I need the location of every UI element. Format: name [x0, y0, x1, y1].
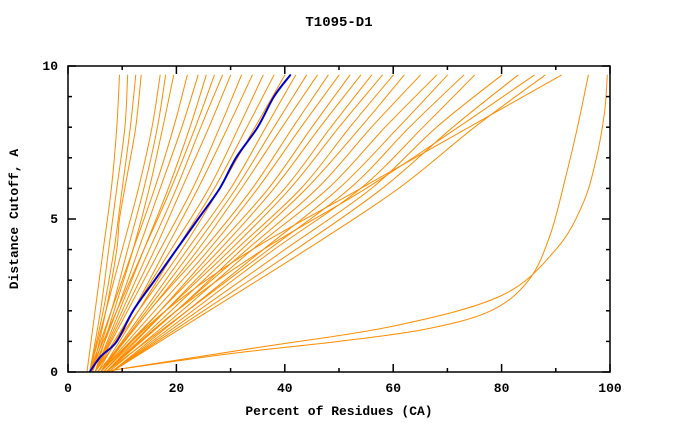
x-tick-label: 40 — [277, 381, 293, 396]
y-tick-label: 10 — [42, 59, 58, 74]
model-curve — [86, 74, 120, 372]
model-curve — [110, 74, 503, 372]
model-curve — [100, 74, 329, 372]
model-curve — [105, 74, 405, 372]
model-curve — [89, 74, 129, 372]
model-curve — [94, 74, 286, 372]
model-curve — [94, 74, 207, 372]
model-curve — [105, 74, 535, 372]
x-tick-label: 80 — [494, 381, 510, 396]
model-curve — [89, 74, 215, 372]
axes-layer: 0 20 40 60 80 100 0 5 10 — [42, 59, 622, 396]
model-curve — [94, 74, 175, 372]
model-curve — [100, 74, 340, 372]
model-curve — [100, 74, 307, 372]
y-tick-label: 0 — [50, 365, 58, 380]
model-curve — [89, 74, 188, 372]
x-tick-label: 100 — [598, 381, 622, 396]
model-curve — [100, 74, 362, 372]
model-curve — [91, 74, 167, 372]
model-curve — [105, 74, 394, 372]
x-tick-label: 60 — [385, 381, 401, 396]
model-curve — [89, 74, 161, 372]
model-curve — [94, 74, 232, 372]
x-tick-label: 20 — [169, 381, 185, 396]
model-curve — [110, 74, 519, 372]
x-tick-label: 0 — [64, 381, 72, 396]
model-curve — [110, 74, 475, 372]
model-curve — [94, 74, 242, 372]
model-curve — [89, 74, 137, 372]
model-curve — [94, 74, 223, 372]
y-axis-label: Distance Cutoff, A — [7, 149, 22, 290]
x-axis-label: Percent of Residues (CA) — [245, 404, 432, 419]
curves-layer — [86, 74, 608, 372]
highlighted-model-curve — [88, 74, 292, 372]
model-curve — [102, 74, 383, 372]
model-curve — [100, 74, 275, 372]
chart-title: T1095-D1 — [305, 15, 372, 31]
model-curve — [100, 74, 562, 372]
model-curve — [100, 74, 608, 372]
model-curve — [100, 74, 589, 372]
model-curve — [110, 74, 546, 372]
model-curve — [100, 74, 297, 372]
model-curve — [108, 74, 438, 372]
y-tick-label: 5 — [50, 212, 58, 227]
